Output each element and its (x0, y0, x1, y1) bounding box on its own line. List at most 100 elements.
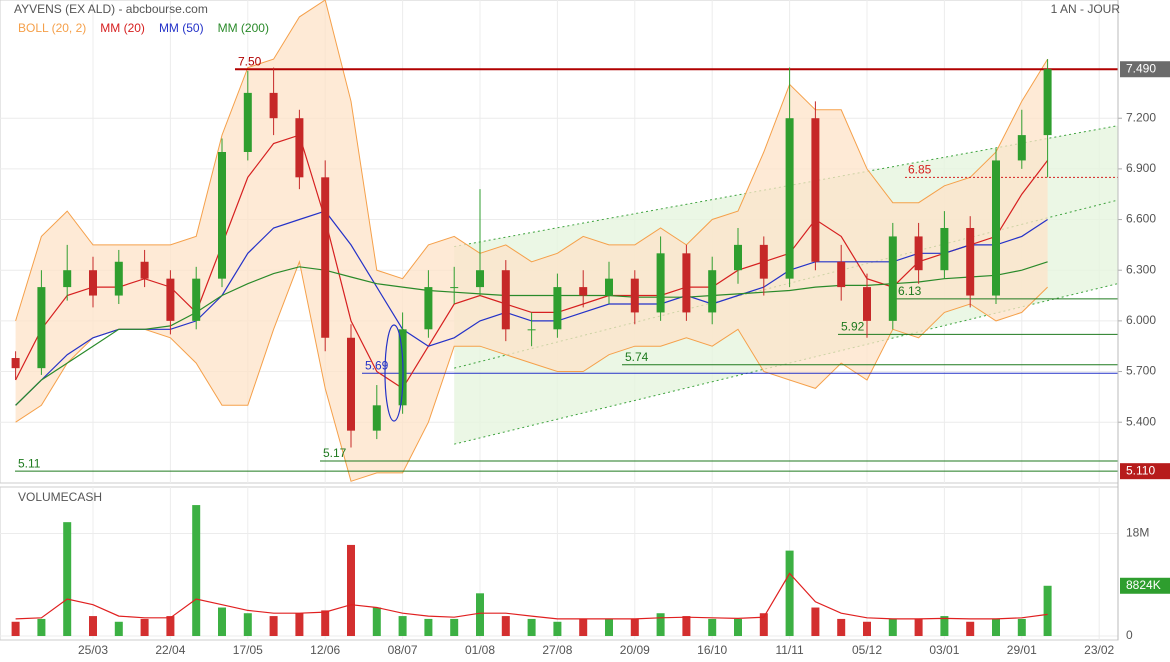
volume-bar (398, 616, 407, 636)
x-tick-label: 17/05 (233, 643, 263, 657)
y-tick-label: 6.900 (1126, 161, 1156, 175)
volume-bar (424, 618, 433, 636)
chart-title: AYVENS (EX ALD) - abcbourse.com (14, 2, 208, 16)
y-tick-label: 0 (1126, 628, 1133, 642)
level-label: 5.11 (18, 456, 41, 470)
candle-body (966, 227, 975, 296)
price-tag-label: 8824K (1126, 578, 1161, 592)
candle-body (553, 287, 562, 330)
level-label: 6.85 (908, 162, 932, 176)
x-tick-label: 25/03 (78, 643, 108, 657)
x-tick-label: 12/06 (310, 643, 340, 657)
y-tick-label: 7.200 (1126, 110, 1156, 124)
x-tick-label: 29/01 (1007, 643, 1037, 657)
candle-body (1043, 69, 1052, 136)
candle-body (992, 160, 1000, 296)
x-tick-label: 08/07 (388, 643, 418, 657)
candle-body (501, 270, 510, 330)
volume-bar (888, 618, 897, 636)
candle-body (89, 270, 97, 296)
volume-bar (605, 618, 613, 636)
y-tick-label: 5.400 (1126, 414, 1156, 428)
candle-body (759, 244, 768, 279)
volume-bar (372, 607, 381, 636)
period-label: 1 AN - JOUR (1051, 2, 1121, 16)
candle-body (321, 177, 330, 338)
volume-bar (734, 618, 742, 636)
x-tick-label: 23/02 (1084, 643, 1114, 657)
bollinger-line (15, 0, 1049, 322)
price-tag-label: 5.110 (1126, 463, 1155, 477)
volume-bar (1017, 618, 1026, 636)
price-tag-label: 7.490 (1126, 61, 1156, 75)
candle-body (656, 253, 665, 313)
volume-bar (553, 621, 562, 636)
y-tick-label: 6.300 (1126, 262, 1156, 276)
volume-bar (656, 613, 665, 636)
bollinger-line (15, 260, 1048, 482)
candle-body (295, 118, 304, 178)
volume-bar (140, 618, 149, 636)
candle-body (785, 118, 794, 279)
candle-body (243, 92, 252, 152)
legend-entry: MM (50) (159, 21, 204, 35)
candle-body (63, 270, 72, 288)
candle-body (527, 329, 536, 331)
candle-body (192, 278, 201, 321)
volume-bar (579, 618, 588, 636)
legend-entry: BOLL (20, 2) (18, 21, 86, 35)
volume-bar (837, 618, 846, 636)
candle-body (347, 337, 355, 431)
volume-bar (1043, 585, 1052, 636)
candle-body (476, 270, 484, 288)
candle-body (1017, 135, 1026, 161)
x-tick-label: 20/09 (620, 643, 650, 657)
candle-body (630, 278, 639, 313)
candle-body (940, 227, 949, 271)
candle-body (450, 287, 459, 289)
candle-body (837, 261, 846, 288)
legend-entry: MM (200) (218, 21, 269, 35)
candle-body (166, 278, 175, 321)
x-tick-label: 16/10 (697, 643, 727, 657)
volume-bar (37, 618, 46, 636)
volume-bar (11, 621, 20, 636)
candle-body (888, 236, 897, 321)
highlight-ellipse (384, 324, 404, 422)
volume-bar (347, 544, 355, 636)
volume-bar (940, 616, 949, 636)
level-label: 5.92 (841, 320, 865, 334)
volume-average (15, 572, 1048, 620)
candle-body (114, 261, 123, 296)
volume-bar (476, 593, 484, 636)
volume-bar (992, 618, 1000, 636)
candle-body (605, 278, 613, 296)
y-tick-label: 6.000 (1126, 313, 1156, 327)
volume-bar (89, 616, 97, 636)
level-label: 5.69 (365, 358, 389, 372)
volume-bar (863, 621, 871, 636)
candle-body (914, 236, 923, 271)
volume-bar (63, 522, 72, 636)
volume-panel (0, 486, 1119, 641)
volume-bar (759, 613, 768, 636)
price-tag (1120, 577, 1170, 594)
volume-bar (295, 613, 304, 636)
candle-body (218, 151, 226, 279)
x-tick-label: 01/08 (465, 643, 495, 657)
volume-bar (166, 616, 175, 636)
price-tag (1120, 61, 1170, 78)
volume-bar (269, 616, 278, 636)
candle-body (140, 261, 149, 279)
volume-bar (192, 505, 201, 636)
volume-bar (527, 618, 536, 636)
legend-entry: MM (20) (100, 21, 145, 35)
candle-body (372, 405, 381, 431)
candle-body (811, 118, 820, 262)
candle-body (682, 253, 691, 313)
level-label: 6.13 (898, 284, 922, 298)
volume-bar (450, 618, 459, 636)
level-label: 7.50 (238, 54, 262, 68)
volume-bar (785, 550, 794, 636)
volume-bar (966, 621, 975, 636)
